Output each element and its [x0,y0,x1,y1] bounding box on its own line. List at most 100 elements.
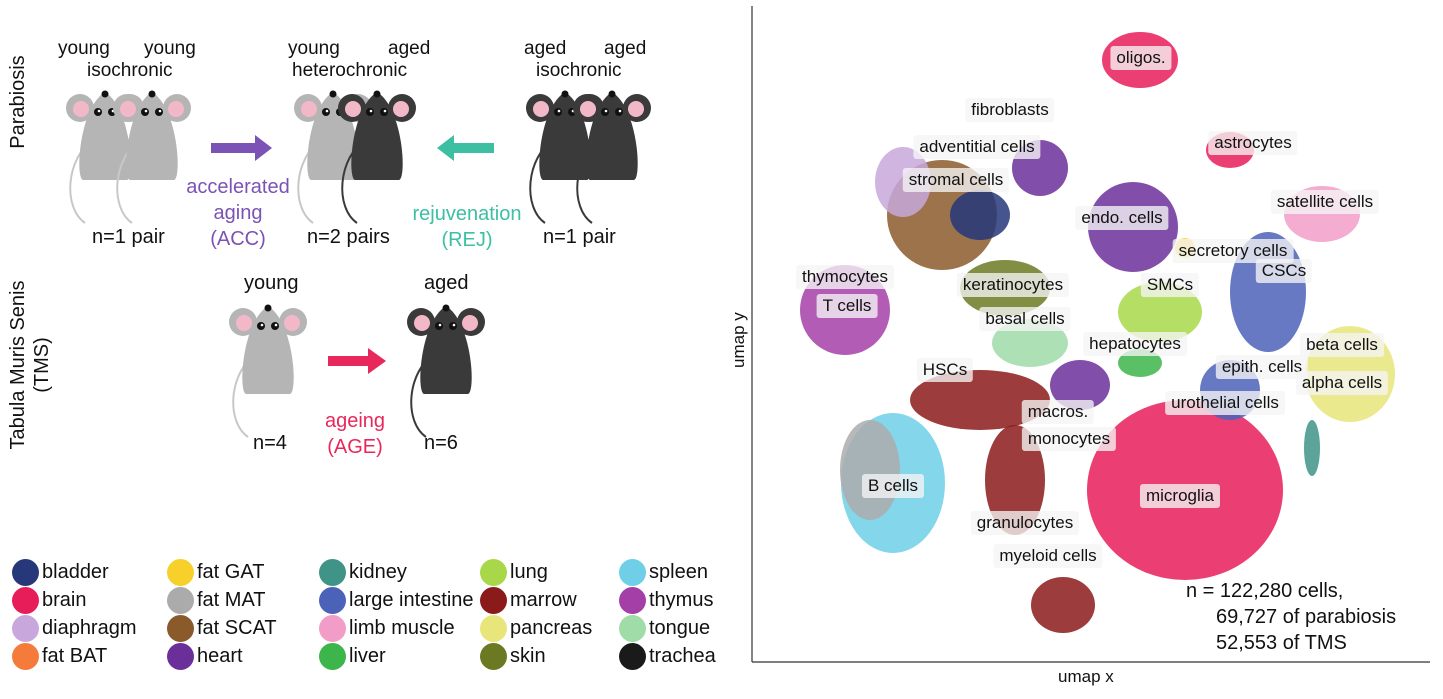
legend-label: kidney [349,560,407,583]
legend-label: fat SCAT [197,616,277,639]
cluster-label-granulocytes: granulocytes [970,511,1080,535]
pair1-kind-label: isochronic [87,60,173,81]
legend-label: tongue [649,616,711,639]
legend-label: marrow [510,588,577,611]
cluster-label-basal: basal cells [979,307,1071,331]
legend-label: fat GAT [197,560,265,583]
pair3-right-label: aged [604,38,647,59]
legend-item: brain [12,586,86,614]
acc-label-line2: aging [213,202,263,224]
legend-item: kidney [319,558,407,586]
tms-aged-label: aged [424,272,469,294]
cluster-blob [985,425,1045,535]
legend-label: brain [42,588,87,611]
age-label-line2: (AGE) [327,436,383,458]
cell-count-line2: 69,727 of parabiosis [1216,606,1397,628]
legend-swatch [319,614,346,642]
rej-label-line1: rejuvenation [412,203,522,225]
cluster-label-tcells: T cells [816,294,878,318]
legend-item: skin [480,642,546,670]
legend-swatch [480,558,507,586]
cluster-label-astrocytes: astrocytes [1208,131,1298,155]
cluster-label-epith: epith. cells [1215,355,1309,379]
legend-item: tongue [619,614,710,642]
legend-label: liver [349,644,386,667]
pair2-left-label: young [288,38,340,59]
legend-label: thymus [649,588,714,611]
legend-item: thymus [619,586,713,614]
cluster-blob [910,370,1050,430]
cluster-blob [1050,360,1110,410]
legend-item: pancreas [480,614,592,642]
cluster-blob [992,319,1068,367]
legend-item: marrow [480,586,577,614]
pair1-n: n=1 pair [92,226,165,248]
legend-label: large intestine [349,588,474,611]
legend-swatch [12,586,39,614]
tms-aged-n: n=6 [424,432,458,454]
legend-label: diaphragm [42,616,137,639]
tissue-legend: bladder brain diaphragm fat BAT fat GAT fat M… [12,558,732,698]
cluster-label-macros: macros. [1021,400,1095,424]
cluster-label-oligos: oligos. [1110,46,1172,70]
tms-young-n: n=4 [253,432,287,454]
legend-item: limb muscle [319,614,455,642]
legend-item: lung [480,558,548,586]
pair3-left-label: aged [524,38,567,59]
legend-item: large intestine [319,586,474,614]
cluster-label-satellite: satellite cells [1270,190,1380,214]
acc-arrow [211,135,272,161]
legend-item: spleen [619,558,708,586]
cluster-label-keratinocytes: keratinocytes [956,273,1070,297]
legend-swatch [319,586,346,614]
legend-item: fat BAT [12,642,107,670]
cluster-label-microglia: microglia [1139,484,1221,508]
legend-swatch [619,586,646,614]
legend-swatch [619,642,646,670]
umap-x-label: umap x [1058,667,1114,686]
cluster-label-hscs: HSCs [916,358,974,382]
cluster-blob [1304,420,1320,476]
legend-label: heart [197,644,243,667]
legend-label: skin [510,644,546,667]
cluster-label-stromal: stromal cells [902,168,1010,192]
cell-count-line3: 52,553 of TMS [1216,632,1347,654]
cluster-label-myeloid: myeloid cells [993,544,1103,568]
legend-item: liver [319,642,386,670]
rej-arrow [437,135,494,161]
cluster-label-alpha: alpha cells [1295,371,1389,395]
legend-item: fat SCAT [167,614,277,642]
cluster-blob [840,420,900,520]
legend-swatch [12,558,39,586]
legend-label: fat MAT [197,588,266,611]
legend-item: fat MAT [167,586,266,614]
legend-swatch [619,614,646,642]
legend-item: bladder [12,558,109,586]
pair2-n: n=2 pairs [307,226,390,248]
legend-label: lung [510,560,548,583]
pair1-right-label: young [144,38,196,59]
cluster-label-cscs: CSCs [1255,259,1313,283]
cluster-label-endo: endo. cells [1075,206,1169,230]
age-arrow [328,348,386,374]
cluster-label-urothelial: urothelial cells [1165,391,1285,415]
legend-swatch [167,558,194,586]
legend-label: spleen [649,560,708,583]
legend-swatch [619,558,646,586]
cluster-blob [1118,282,1202,342]
legend-swatch [319,558,346,586]
legend-item: heart [167,642,243,670]
pair2-right-label: aged [388,38,431,59]
cluster-blob [950,190,1010,240]
legend-item: trachea [619,642,716,670]
legend-swatch [12,614,39,642]
cluster-label-smcs: SMCs [1140,273,1200,297]
legend-swatch [167,614,194,642]
pair2-kind-label: heterochronic [292,60,408,81]
cluster-label-thymocytes: thymocytes [796,265,894,289]
cell-count-line1: n = 122,280 cells, [1186,580,1344,602]
legend-label: limb muscle [349,616,455,639]
tms-young-label: young [244,272,299,294]
pair3-n: n=1 pair [543,226,616,248]
acc-label-line3: (ACC) [210,228,266,250]
